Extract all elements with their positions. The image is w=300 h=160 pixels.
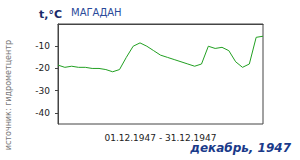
svg-text:t,°C: t,°C <box>39 8 62 21</box>
svg-text:-40: -40 <box>35 108 50 118</box>
svg-text:декабрь, 1947: декабрь, 1947 <box>189 141 291 155</box>
svg-text:источник: гидрометцентр: источник: гидрометцентр <box>4 40 13 150</box>
svg-text:-20: -20 <box>35 63 50 73</box>
svg-text:-10: -10 <box>35 41 50 51</box>
svg-text:МАГАДАН: МАГАДАН <box>71 7 122 18</box>
svg-text:01.12.1947 - 31.12.1947: 01.12.1947 - 31.12.1947 <box>104 132 217 143</box>
svg-text:-30: -30 <box>35 86 50 96</box>
